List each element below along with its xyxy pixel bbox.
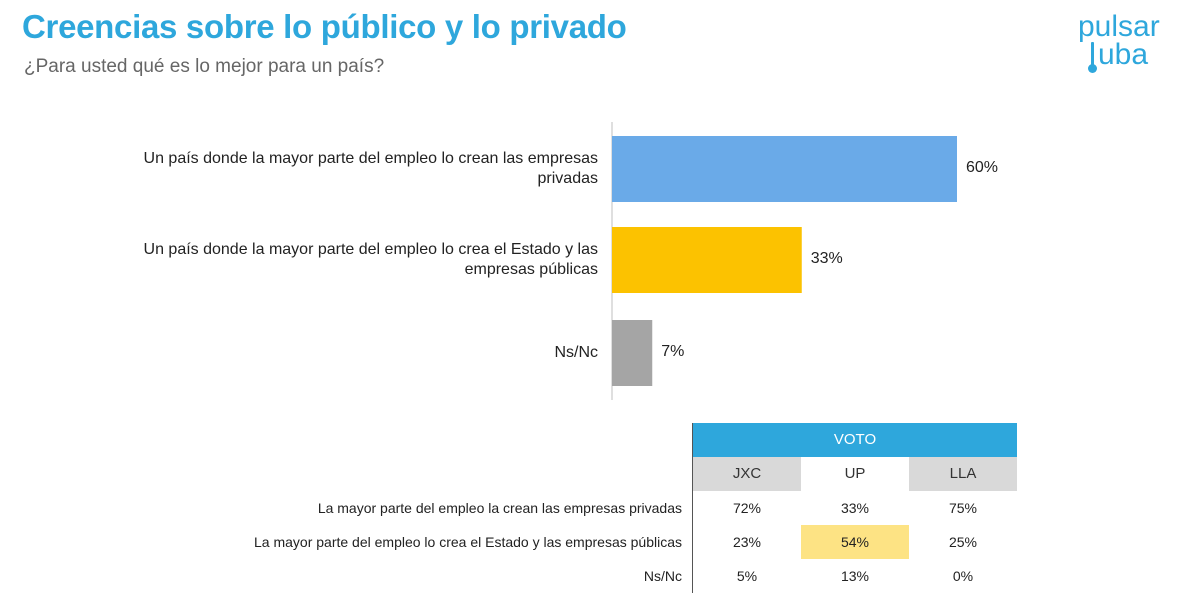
table-cell: 23% [732, 534, 762, 550]
column-header-up: UP [801, 457, 909, 491]
table-cell: 33% [840, 500, 870, 516]
logo-mark-line [1091, 42, 1094, 70]
category-label-1: Un país donde la mayor parte del empleo … [143, 150, 598, 187]
logo-mark-dot [1088, 64, 1097, 73]
table-row-label-3: Ns/Nc [643, 568, 682, 584]
bar-2 [612, 227, 802, 293]
bar-3 [612, 320, 653, 386]
logo-text-pulsar: pulsar [1078, 10, 1160, 43]
table-cell: 0% [952, 568, 974, 584]
bar-group [612, 136, 957, 386]
table-cell: 72% [732, 500, 762, 516]
value-label-3: 7% [661, 343, 685, 360]
column-header-lla: LLA [909, 457, 1017, 491]
table-divider [692, 423, 693, 593]
table-row-label-1: La mayor parte del empleo la crean las e… [317, 500, 682, 516]
bar-1 [612, 136, 957, 202]
value-label-2: 33% [810, 250, 843, 267]
page-title: Creencias sobre lo público y lo privado [22, 8, 627, 45]
table-cell: 13% [840, 568, 870, 584]
pulsar-uba-logo: pulsar uba [1078, 10, 1178, 74]
table-row-label-2: La mayor parte del empleo lo crea el Est… [254, 534, 682, 550]
value-label-1: 60% [966, 159, 999, 176]
category-label-3: Ns/Nc [554, 344, 598, 361]
table-group-header: VOTO [693, 423, 1017, 457]
logo-text-uba: uba [1098, 38, 1149, 71]
table-cell-highlighted: 54% [801, 525, 909, 559]
table-cell: 75% [948, 500, 978, 516]
table-cell: 5% [736, 568, 758, 584]
page-subtitle: ¿Para usted qué es lo mejor para un país… [24, 56, 385, 77]
category-label-2: Un país donde la mayor parte del empleo … [143, 241, 598, 278]
column-header-jxc: JXC [693, 457, 801, 491]
table-cell: 25% [948, 534, 978, 550]
